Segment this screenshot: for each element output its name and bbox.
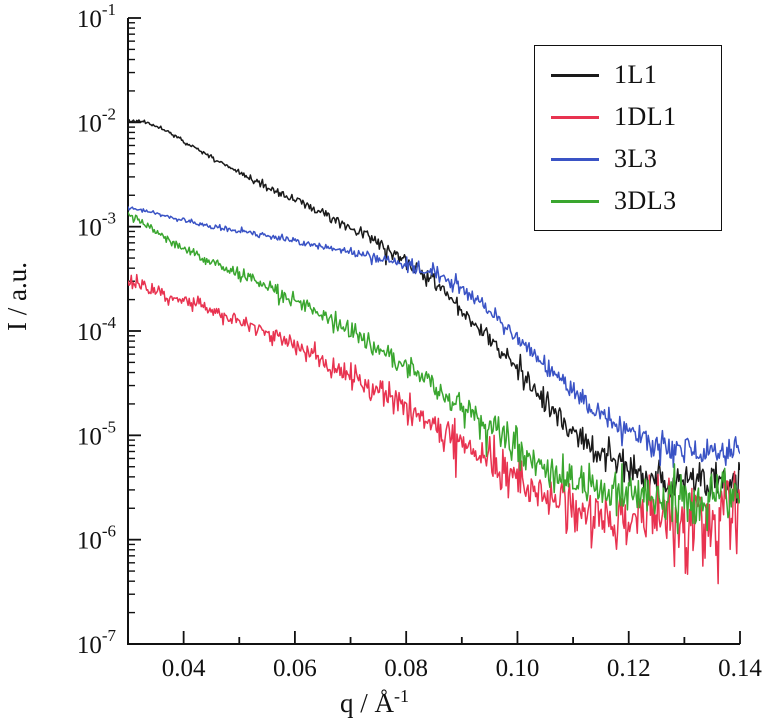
legend-swatch-3DL3 (551, 199, 599, 203)
x-tick-label: 0.04 (162, 655, 206, 682)
legend-swatch-3L3 (551, 157, 599, 161)
legend-entry-3L3: 3L3 (535, 138, 721, 180)
series-line-3L3 (128, 206, 740, 469)
x-axis-ticks: 0.04 0.06 0.08 0.10 0.12 0.14 (127, 631, 762, 682)
legend: 1L1 1DL1 3L3 3DL3 (534, 45, 722, 231)
x-axis-title-base: q / Å (340, 688, 394, 718)
legend-entry-1L1: 1L1 (535, 54, 721, 96)
series-line-1L1 (128, 119, 740, 504)
legend-label-3DL3: 3DL3 (614, 186, 677, 215)
x-tick-label: 0.14 (718, 655, 762, 682)
y-tick-label: 10-2 (77, 104, 116, 137)
legend-label-1DL1: 1DL1 (614, 102, 677, 131)
y-tick-label: 10-3 (77, 209, 116, 242)
y-tick-label: 10-1 (77, 0, 116, 33)
legend-label-3L3: 3L3 (614, 144, 658, 173)
legend-entry-3DL3: 3DL3 (535, 180, 721, 222)
x-tick-label: 0.10 (496, 655, 540, 682)
legend-swatch-1DL1 (551, 115, 599, 119)
x-axis-title-sup: -1 (394, 686, 409, 706)
y-tick-label: 10-5 (77, 417, 116, 450)
legend-label-1L1: 1L1 (614, 60, 658, 89)
series-line-3DL3 (128, 211, 740, 535)
y-tick-label: 10-4 (77, 313, 117, 346)
legend-swatch-1L1 (551, 73, 599, 77)
x-tick-label: 0.12 (607, 655, 651, 682)
y-tick-label: 10-6 (77, 522, 116, 555)
x-axis-title: q / Å-1 (340, 686, 409, 719)
series-lines (128, 119, 740, 585)
y-axis-ticks: 10-1 10-2 10-3 10-4 10-5 10-6 10-7 (77, 0, 141, 659)
series-line-1DL1 (128, 273, 740, 585)
x-tick-label: 0.08 (384, 655, 428, 682)
x-tick-label: 0.06 (273, 655, 317, 682)
y-tick-label: 10-7 (77, 626, 117, 659)
legend-entry-1DL1: 1DL1 (535, 96, 721, 138)
